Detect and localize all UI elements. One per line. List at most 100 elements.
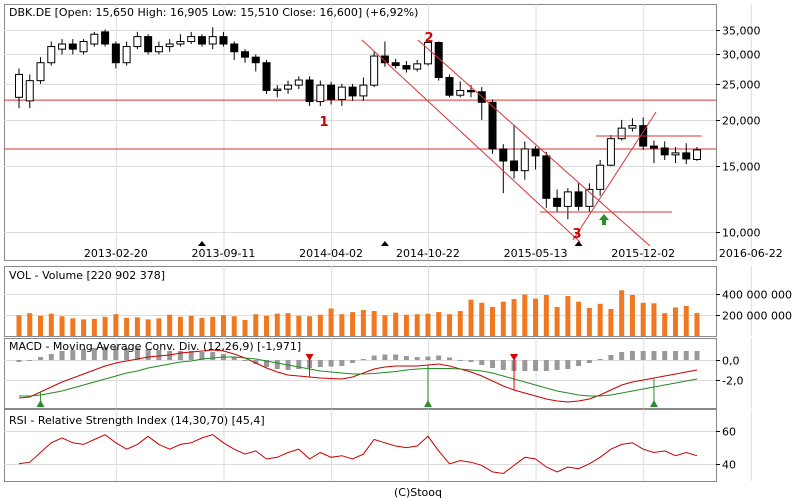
volume-panel: 200 000 000 400 000 000 <box>4 266 792 336</box>
volume-bar <box>371 311 377 336</box>
candle-body <box>671 152 680 156</box>
candle-body <box>542 155 551 199</box>
candle-body <box>68 43 77 50</box>
breakout-arrow <box>599 214 609 225</box>
volume-bar <box>597 303 603 336</box>
histogram-bar <box>522 360 528 371</box>
candle-body <box>122 46 131 64</box>
x-tick-label: 2014-04-02 <box>299 247 363 260</box>
candle-body <box>262 62 271 91</box>
volume-bar <box>543 294 549 336</box>
candle-body <box>197 36 206 45</box>
histogram-bar <box>27 360 33 361</box>
histogram-bar <box>683 351 689 360</box>
volume-bar <box>662 313 668 336</box>
annotation-label: 2 <box>424 31 433 46</box>
candle-body <box>284 84 293 90</box>
candle-body <box>423 42 432 65</box>
volume-bar <box>436 312 442 336</box>
candle-body <box>563 191 572 207</box>
volume-bar <box>38 315 44 336</box>
candle-body <box>510 160 519 172</box>
volume-bar <box>124 317 130 336</box>
histogram-bar <box>500 360 506 370</box>
volume-bar <box>145 319 151 336</box>
histogram-bar <box>188 351 194 360</box>
volume-bar <box>264 315 270 336</box>
volume-bar <box>220 315 226 336</box>
candle-body <box>337 86 346 100</box>
volume-bar <box>393 312 399 336</box>
candle-body <box>101 31 110 45</box>
candle-body <box>251 56 260 64</box>
buy-arrow <box>423 400 432 407</box>
candle-body <box>111 43 120 64</box>
volume-bar <box>242 319 248 336</box>
histogram-bar <box>210 352 216 360</box>
candle-body <box>467 89 475 93</box>
histogram-bar <box>296 360 302 369</box>
volume-bar <box>16 315 22 336</box>
macd-line <box>18 349 698 403</box>
candle-body <box>348 86 357 97</box>
histogram-bar <box>565 360 571 369</box>
histogram-bar <box>640 351 646 360</box>
candle-body <box>585 188 594 207</box>
panel-title-rsi: RSI - Relative Strength Index (14,30,70)… <box>9 414 265 427</box>
period-marker <box>574 241 583 246</box>
volume-bar <box>468 299 474 336</box>
candle-body <box>553 197 562 207</box>
candle-body <box>36 62 45 82</box>
volume-bar <box>576 301 582 336</box>
candle-body <box>596 164 605 190</box>
period-marker <box>380 241 389 246</box>
volume-bar <box>640 302 646 336</box>
candle-body <box>434 42 443 79</box>
volume-bar <box>317 314 323 336</box>
candle-body <box>649 145 658 149</box>
histogram-bar <box>468 360 474 362</box>
histogram-bar <box>586 360 592 363</box>
volume-bar <box>134 317 140 336</box>
volume-bar <box>533 298 539 336</box>
histogram-bar <box>242 360 248 361</box>
candle-body <box>219 36 228 45</box>
volume-bar <box>586 307 592 336</box>
panel-title-macd: MACD - Moving Average Conv. Div. (12,26,… <box>9 340 301 353</box>
candle-body <box>241 51 249 58</box>
y-tick-label: 200 000 000 <box>722 310 792 323</box>
histogram-bar <box>91 348 97 360</box>
annotation-label: 3 <box>572 227 581 242</box>
y-tick-label: 15,000 <box>722 161 761 174</box>
volume-bar <box>210 316 216 336</box>
volume-bar <box>629 294 635 336</box>
price-panel: 10,000 15,000 20,000 25,000 30,000 35,000 2013… <box>4 4 783 260</box>
histogram-bar <box>436 355 442 360</box>
histogram-bar <box>543 360 549 371</box>
volume-bar <box>339 314 345 336</box>
histogram-bar <box>662 351 668 360</box>
y-tick-label: 10,000 <box>722 227 761 240</box>
volume-bar <box>91 318 97 336</box>
candle-body <box>520 148 529 172</box>
y-tick-label: 0,0 <box>722 355 740 368</box>
histogram-bar <box>350 360 356 363</box>
volume-bar <box>70 318 76 336</box>
histogram-bar <box>393 354 399 360</box>
volume-bar <box>360 310 366 336</box>
candle-body <box>456 89 465 96</box>
histogram-bar <box>403 356 409 360</box>
histogram-bar <box>102 347 108 360</box>
candle-body <box>79 41 88 53</box>
candle-body <box>359 84 368 97</box>
rsi-panel: 60 40 <box>4 409 752 481</box>
rsi-line <box>18 434 698 475</box>
volume-bar <box>113 314 119 336</box>
histogram-bar <box>619 352 625 360</box>
volume-bar <box>48 313 54 336</box>
volume-bar <box>414 314 420 336</box>
volume-bar <box>694 313 700 336</box>
histogram-bar <box>425 356 431 360</box>
candle-body <box>574 191 583 207</box>
volume-bar <box>554 306 560 336</box>
